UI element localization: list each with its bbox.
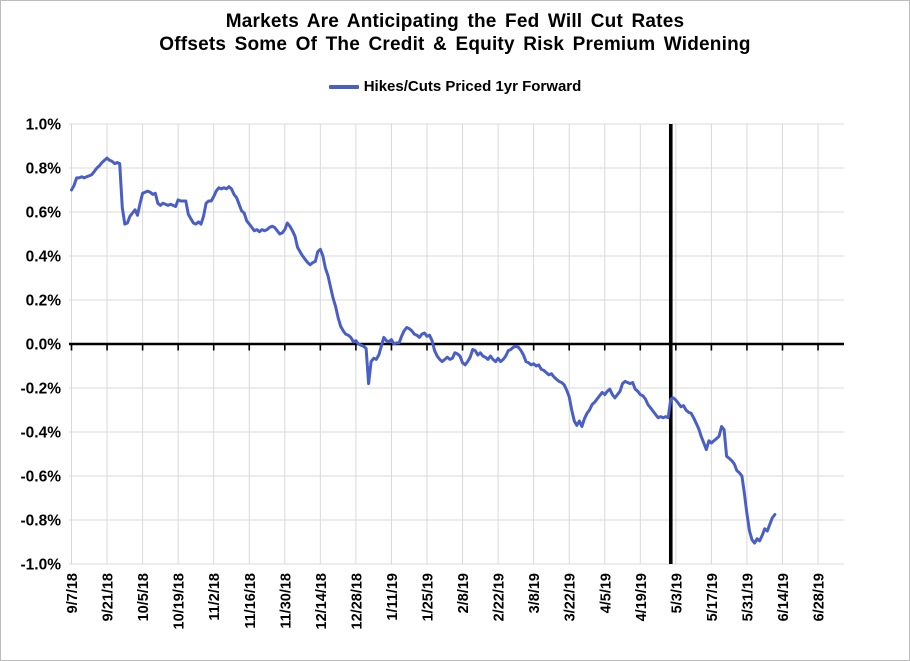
svg-text:5/17/19: 5/17/19 <box>705 573 721 621</box>
svg-text:3/8/19: 3/8/19 <box>527 573 543 613</box>
series-line-hikes-cuts <box>70 156 777 545</box>
svg-text:0.4%: 0.4% <box>26 249 62 266</box>
svg-text:1/25/19: 1/25/19 <box>421 573 437 621</box>
chart-title: Markets Are Anticipating the Fed Will Cu… <box>1 10 909 56</box>
chart-title-line1: Markets Are Anticipating the Fed Will Cu… <box>225 11 685 32</box>
svg-text:4/19/19: 4/19/19 <box>634 573 650 621</box>
legend: Hikes/Cuts Priced 1yr Forward <box>1 78 909 95</box>
x-axis-labels: 9/7/18 9/21/18 10/5/18 10/19/18 11/2/18 11/16… <box>65 573 828 629</box>
svg-text:2/22/19: 2/22/19 <box>492 573 508 621</box>
svg-text:0.6%: 0.6% <box>26 205 62 222</box>
svg-text:11/16/18: 11/16/18 <box>243 573 259 629</box>
svg-text:0.2%: 0.2% <box>26 293 62 310</box>
svg-text:-0.2%: -0.2% <box>21 381 62 398</box>
svg-text:-0.6%: -0.6% <box>21 469 62 486</box>
svg-text:6/14/19: 6/14/19 <box>776 573 792 621</box>
svg-text:12/28/18: 12/28/18 <box>349 573 365 629</box>
svg-text:6/28/19: 6/28/19 <box>812 573 828 621</box>
svg-text:5/31/19: 5/31/19 <box>740 573 756 621</box>
legend-label: Hikes/Cuts Priced 1yr Forward <box>363 78 582 95</box>
svg-text:11/2/18: 11/2/18 <box>207 573 223 621</box>
svg-text:5/3/19: 5/3/19 <box>669 573 685 613</box>
svg-text:-0.4%: -0.4% <box>21 425 62 442</box>
chart-title-line2: Offsets Some Of The Credit & Equity Risk… <box>159 34 751 55</box>
svg-text:2/8/19: 2/8/19 <box>456 573 472 613</box>
svg-text:0.8%: 0.8% <box>26 161 62 178</box>
svg-text:4/5/19: 4/5/19 <box>598 573 614 613</box>
svg-text:-0.8%: -0.8% <box>21 513 62 530</box>
svg-text:1/11/19: 1/11/19 <box>385 573 401 621</box>
svg-text:10/19/18: 10/19/18 <box>172 573 188 629</box>
svg-text:11/30/18: 11/30/18 <box>278 573 294 629</box>
svg-text:-1.0%: -1.0% <box>21 557 62 574</box>
y-axis-labels: 1.0% 0.8% 0.6% 0.4% 0.2% 0.0% -0.2% -0.4% -0.6% -… <box>21 117 62 574</box>
svg-text:12/14/18: 12/14/18 <box>314 573 330 629</box>
svg-text:10/5/18: 10/5/18 <box>136 573 152 621</box>
svg-text:9/7/18: 9/7/18 <box>65 573 81 613</box>
zero-axis-line <box>69 342 844 351</box>
legend-line-marker <box>328 84 359 89</box>
svg-text:9/21/18: 9/21/18 <box>101 573 117 621</box>
svg-text:0.0%: 0.0% <box>26 337 62 354</box>
svg-text:1.0%: 1.0% <box>26 117 62 134</box>
svg-text:3/22/19: 3/22/19 <box>563 573 579 621</box>
